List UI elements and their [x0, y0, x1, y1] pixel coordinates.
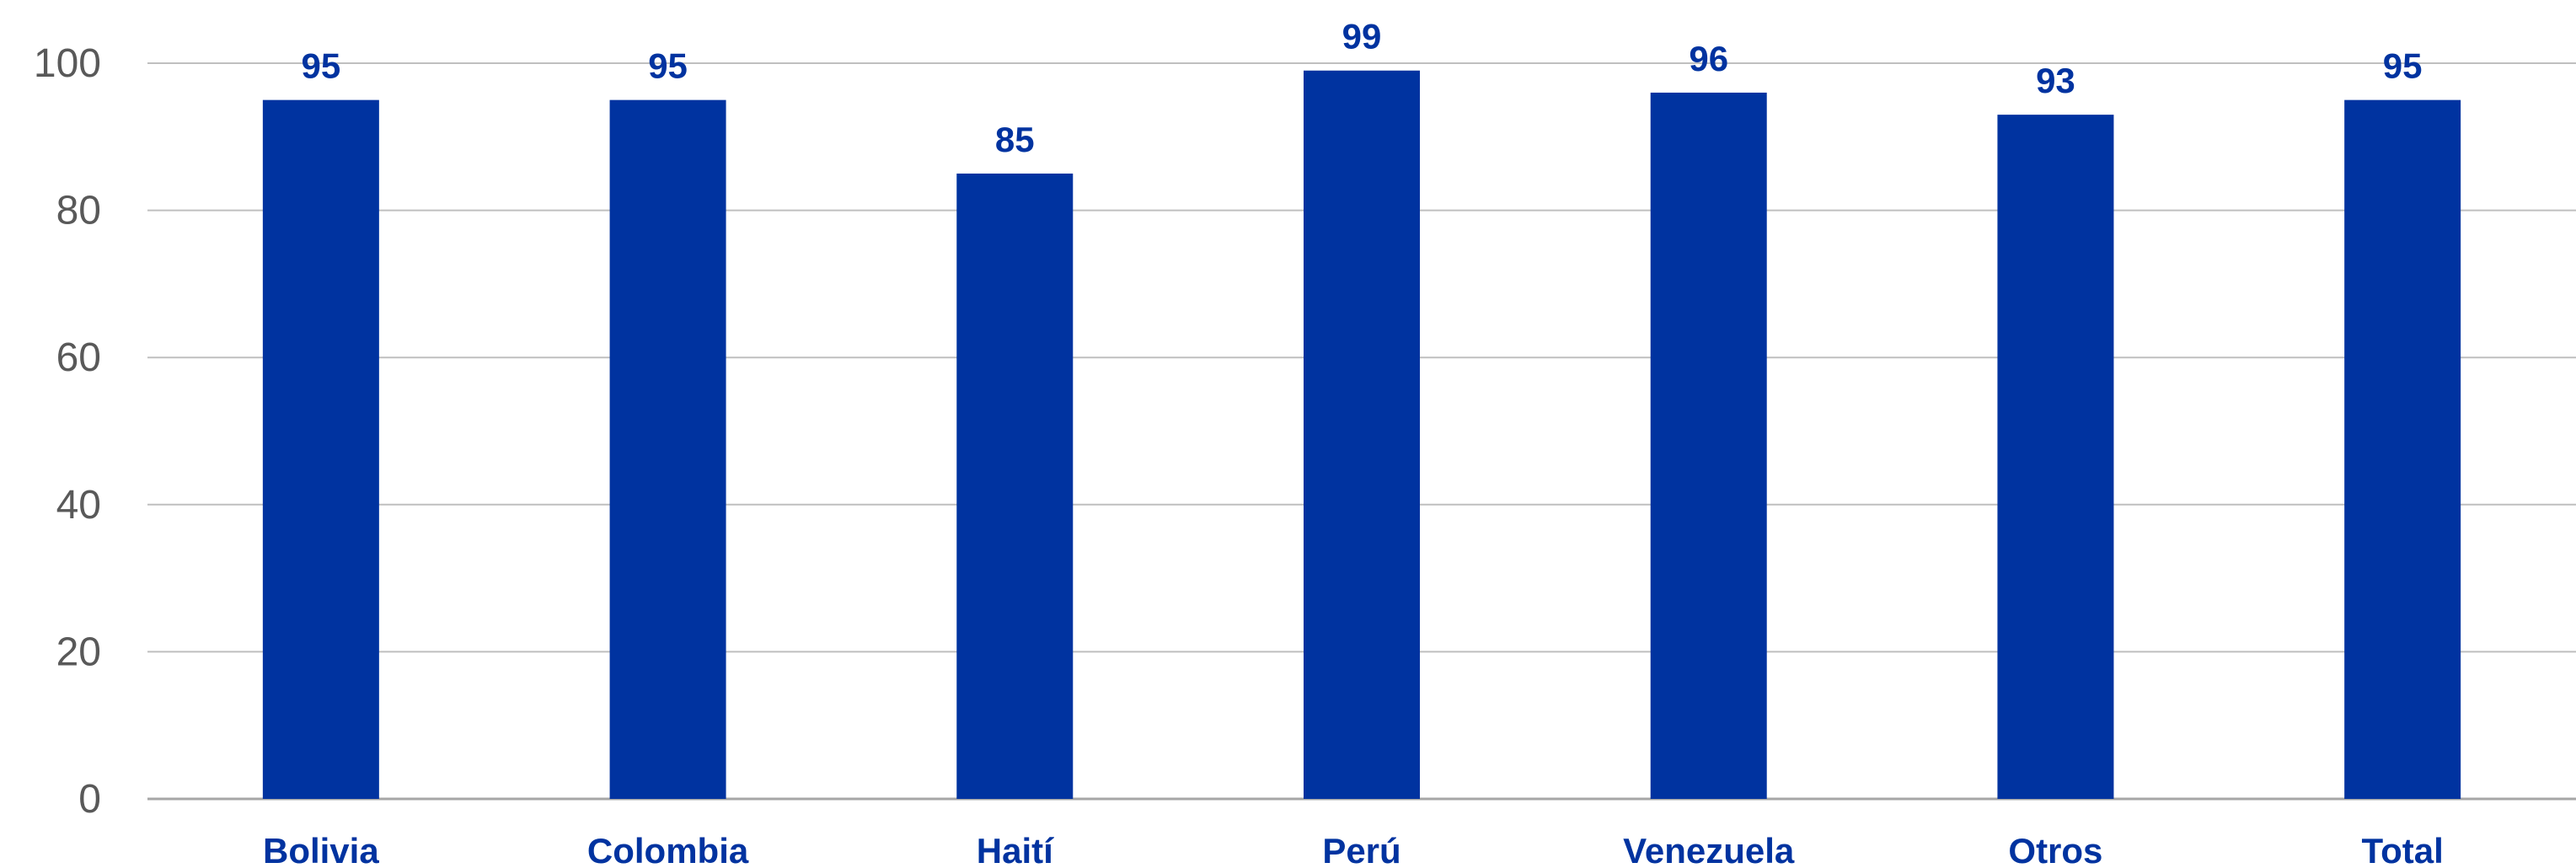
x-tick-label: Bolivia: [263, 831, 379, 868]
data-label: 95: [2383, 46, 2423, 86]
data-label: 96: [1689, 39, 1728, 78]
bar-bolivia: [262, 99, 379, 799]
bar-perú: [1304, 70, 1420, 800]
y-tick-label: 20: [56, 630, 101, 674]
y-tick-label: 80: [56, 189, 101, 233]
x-tick-label: Venezuela: [1623, 831, 1795, 868]
x-tick-label: Total: [2362, 831, 2444, 868]
x-tick-label: Otros: [2008, 831, 2102, 868]
y-tick-label: 0: [78, 777, 101, 822]
data-label: 95: [648, 46, 688, 86]
x-axis-ticks: Bolivia Colombia Haití Perú Venezuela Otros To…: [263, 831, 2444, 868]
bar-otros: [1997, 115, 2114, 800]
bar-total: [2344, 99, 2461, 799]
data-label: 93: [2036, 61, 2075, 100]
data-label: 99: [1342, 17, 1382, 56]
y-tick-label: 40: [56, 483, 101, 528]
data-label: 95: [301, 46, 340, 86]
data-labels: 95 95 85 99 96 93 95: [301, 17, 2422, 159]
data-label: 85: [995, 120, 1035, 159]
y-axis-ticks: 0 20 40 60 80 100: [34, 41, 101, 822]
bar-venezuela: [1650, 92, 1767, 800]
bar-haití: [956, 173, 1074, 799]
x-tick-label: Perú: [1322, 831, 1400, 868]
bar-colombia: [609, 99, 726, 799]
x-tick-label: Colombia: [587, 831, 749, 868]
x-tick-label: Haití: [977, 831, 1054, 868]
y-tick-label: 60: [56, 335, 101, 380]
y-tick-label: 100: [34, 41, 101, 86]
bars: [262, 70, 2461, 800]
